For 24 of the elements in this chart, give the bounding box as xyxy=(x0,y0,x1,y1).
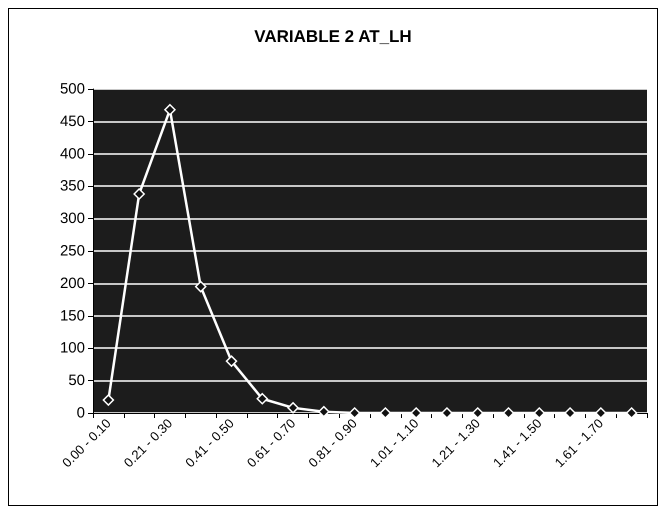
point xyxy=(164,104,176,116)
y-tick-label: 0 xyxy=(76,404,85,422)
y-tick-label: 400 xyxy=(60,145,85,162)
chart-title: VARIABLE 2 AT_LH xyxy=(254,27,412,46)
point xyxy=(256,392,268,404)
y-tick-label: 50 xyxy=(68,372,85,390)
y-tick-label: 100 xyxy=(60,340,85,357)
x-tick-label: 0.41 - 0.50 xyxy=(182,416,237,470)
y-tick-label: 350 xyxy=(60,178,85,195)
point xyxy=(287,402,299,414)
y-tick-label: 300 xyxy=(60,210,85,228)
y-tick-label: 250 xyxy=(60,242,85,260)
y-tick-label: 450 xyxy=(60,112,85,130)
point xyxy=(318,406,330,418)
point xyxy=(102,394,114,406)
y-tick-label: 200 xyxy=(60,274,85,292)
point xyxy=(226,355,238,367)
point xyxy=(133,188,145,200)
y-tick-label: 150 xyxy=(60,307,85,324)
y-tick-label: 500 xyxy=(60,80,85,98)
x-tick-label: 0.61 - 0.70 xyxy=(244,416,298,470)
point xyxy=(194,280,206,292)
x-tick-label: 0.21 - 0.30 xyxy=(120,416,176,470)
x-tick-label: 0.81 - 0.90 xyxy=(305,416,360,470)
